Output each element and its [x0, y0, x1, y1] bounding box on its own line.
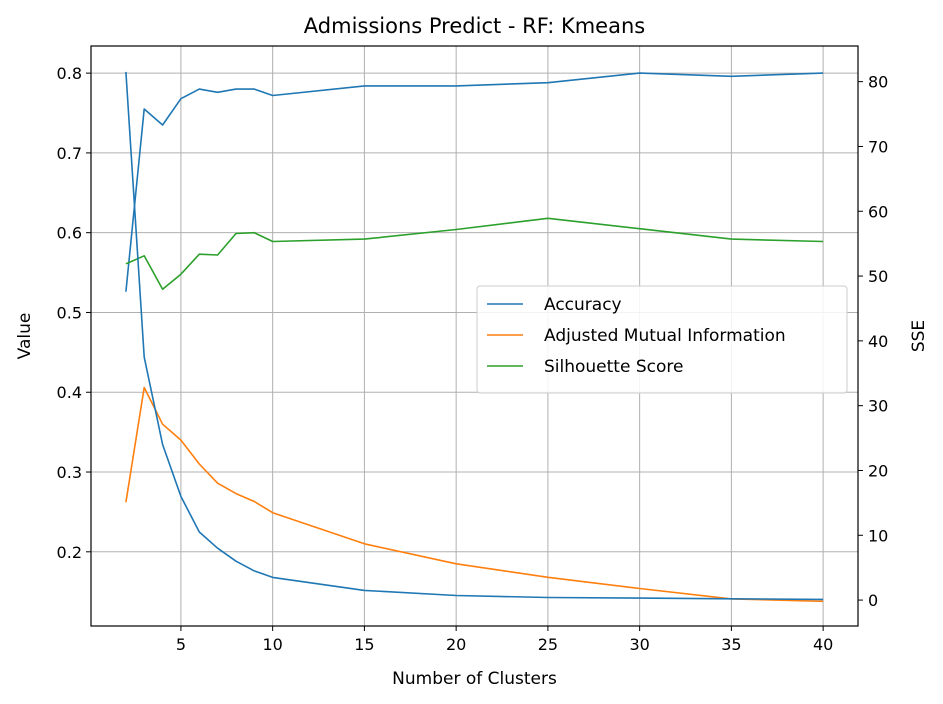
y-tick-label: 0.5	[57, 303, 82, 322]
y2-tick-label: 0	[868, 591, 878, 610]
x-tick-label: 30	[629, 635, 649, 654]
y-tick-label: 0.4	[57, 383, 82, 402]
y2-tick-label: 80	[868, 73, 888, 92]
x-tick-label: 40	[813, 635, 833, 654]
y-tick-label: 0.6	[57, 224, 82, 243]
legend-entry: Accuracy	[544, 295, 622, 315]
x-axis-label: Number of Clusters	[392, 669, 557, 689]
x-tick-label: 15	[354, 635, 374, 654]
y-tick-label: 0.7	[57, 144, 82, 163]
series-lines	[125, 71, 824, 603]
x-tick-label: 10	[262, 635, 282, 654]
legend-box	[476, 285, 848, 394]
plot-frame	[90, 45, 859, 627]
legend-entry: Silhouette Score	[544, 357, 683, 377]
y2-tick-label: 60	[868, 202, 888, 221]
y-tick-label: 0.8	[57, 64, 82, 83]
y2-tick-label: 40	[868, 332, 888, 351]
series-line-0	[125, 72, 824, 292]
series-line-1	[125, 386, 824, 603]
series-line-3	[125, 71, 824, 601]
series-line-2	[125, 217, 824, 291]
y2-axis-label: SSE	[909, 320, 929, 352]
chart-title: Admissions Predict - RF: Kmeans	[304, 14, 645, 38]
x-tick-label: 5	[176, 635, 186, 654]
y2-tick-label: 50	[868, 267, 888, 286]
legend: Accuracy Adjusted Mutual Information Silho…	[476, 285, 848, 394]
x-tick-label: 20	[446, 635, 466, 654]
y-axis-label: Value	[15, 313, 35, 360]
x-tick-label: 25	[538, 635, 558, 654]
axis-ticks: 5 10 15 20 25 30 35 40 0.2 0.3 0.4 0.5 0.6 0.7 0.8 0 10 2…	[57, 64, 889, 654]
y-tick-label: 0.2	[57, 543, 82, 562]
x-tick-label: 35	[721, 635, 741, 654]
y2-tick-label: 20	[868, 461, 888, 480]
y2-tick-label: 30	[868, 397, 888, 416]
y2-tick-label: 70	[868, 137, 888, 156]
legend-entry: Adjusted Mutual Information	[544, 326, 786, 346]
y-tick-label: 0.3	[57, 463, 82, 482]
y2-tick-label: 10	[868, 526, 888, 545]
